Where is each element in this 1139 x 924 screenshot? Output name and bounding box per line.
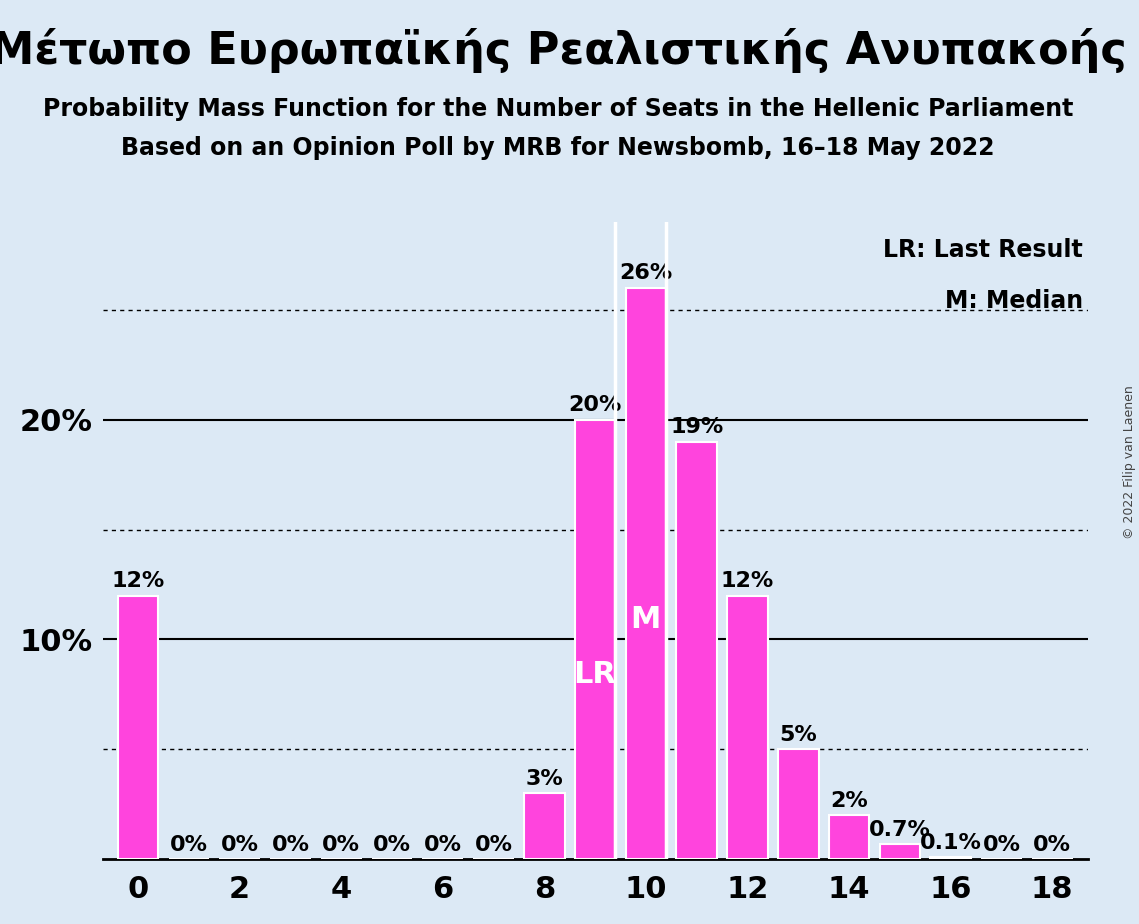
Text: 0%: 0% xyxy=(1033,835,1071,855)
Text: 20%: 20% xyxy=(568,395,622,415)
Text: 3%: 3% xyxy=(525,769,563,789)
Bar xyxy=(625,287,666,859)
Text: 0%: 0% xyxy=(424,835,461,855)
Text: 0%: 0% xyxy=(271,835,310,855)
Text: 5%: 5% xyxy=(779,725,817,745)
Text: 0%: 0% xyxy=(372,835,411,855)
Text: 0%: 0% xyxy=(170,835,207,855)
Text: 0%: 0% xyxy=(221,835,259,855)
Text: 2%: 2% xyxy=(830,791,868,811)
Text: 0.7%: 0.7% xyxy=(869,820,931,840)
Text: © 2022 Filip van Laenen: © 2022 Filip van Laenen xyxy=(1123,385,1136,539)
Bar xyxy=(575,419,615,859)
Text: 0%: 0% xyxy=(475,835,513,855)
Text: 0%: 0% xyxy=(322,835,360,855)
Text: Μέτωπο Ευρωπαϊκής Ρεαλιστικής Ανυπακοής: Μέτωπο Ευρωπαϊκής Ρεαλιστικής Ανυπακοής xyxy=(0,28,1126,73)
Text: LR: Last Result: LR: Last Result xyxy=(883,237,1083,261)
Text: 26%: 26% xyxy=(620,263,672,284)
Text: LR: LR xyxy=(574,660,616,689)
Text: 12%: 12% xyxy=(112,571,165,591)
Bar xyxy=(879,844,920,859)
Text: Probability Mass Function for the Number of Seats in the Hellenic Parliament: Probability Mass Function for the Number… xyxy=(43,97,1073,121)
Text: 19%: 19% xyxy=(670,418,723,437)
Text: Based on an Opinion Poll by MRB for Newsbomb, 16–18 May 2022: Based on an Opinion Poll by MRB for News… xyxy=(122,136,994,160)
Bar xyxy=(677,442,718,859)
Text: M: M xyxy=(631,604,661,634)
Bar xyxy=(829,815,869,859)
Bar xyxy=(524,794,565,859)
Text: M: Median: M: Median xyxy=(944,288,1083,312)
Text: 0.1%: 0.1% xyxy=(919,833,982,853)
Text: 0%: 0% xyxy=(983,835,1021,855)
Bar xyxy=(931,857,970,859)
Bar xyxy=(727,595,768,859)
Text: 12%: 12% xyxy=(721,571,775,591)
Bar xyxy=(117,595,158,859)
Bar xyxy=(778,749,819,859)
